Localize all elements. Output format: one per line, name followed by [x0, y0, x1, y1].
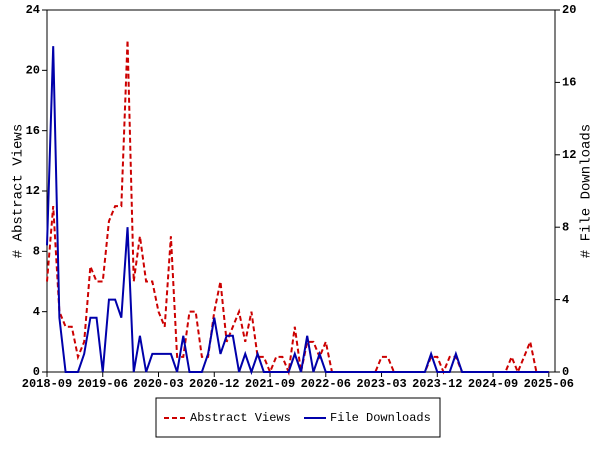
y-tick-label: 12	[26, 184, 40, 198]
y2-tick-label: 12	[562, 148, 576, 162]
x-tick-label: 2019-06	[78, 377, 128, 391]
legend-label: File Downloads	[330, 411, 431, 425]
y-tick-label: 16	[26, 124, 40, 138]
y2-tick-label: 0	[562, 365, 569, 379]
x-tick-label: 2021-09	[245, 377, 295, 391]
series-line	[46, 40, 549, 376]
y2-tick-label: 16	[562, 76, 576, 90]
y2-tick-label: 20	[562, 3, 576, 17]
x-tick-label: 2020-03	[133, 377, 183, 391]
y2-tick-label: 8	[562, 220, 569, 234]
x-tick-label: 2024-09	[468, 377, 518, 391]
y2-tick-label: 4	[562, 293, 569, 307]
x-tick-label: 2022-06	[301, 377, 351, 391]
y-tick-label: 8	[33, 245, 40, 259]
x-tick-label: 2025-06	[524, 377, 574, 391]
y-tick-label: 20	[26, 64, 40, 78]
legend-box	[155, 397, 441, 438]
y-tick-label: 24	[26, 3, 40, 17]
y-axis-label: # Abstract Views	[11, 124, 27, 258]
plot-frame	[46, 9, 556, 373]
y2-axis-label: # File Downloads	[579, 124, 595, 258]
y-tick-label: 0	[33, 365, 40, 379]
x-tick-label: 2023-03	[356, 377, 406, 391]
x-tick-label: 2018-09	[22, 377, 72, 391]
series-line	[46, 46, 549, 376]
legend-label: Abstract Views	[190, 411, 291, 425]
x-tick-label: 2020-12	[189, 377, 239, 391]
y-tick-label: 4	[33, 305, 40, 319]
x-tick-label: 2023-12	[412, 377, 462, 391]
